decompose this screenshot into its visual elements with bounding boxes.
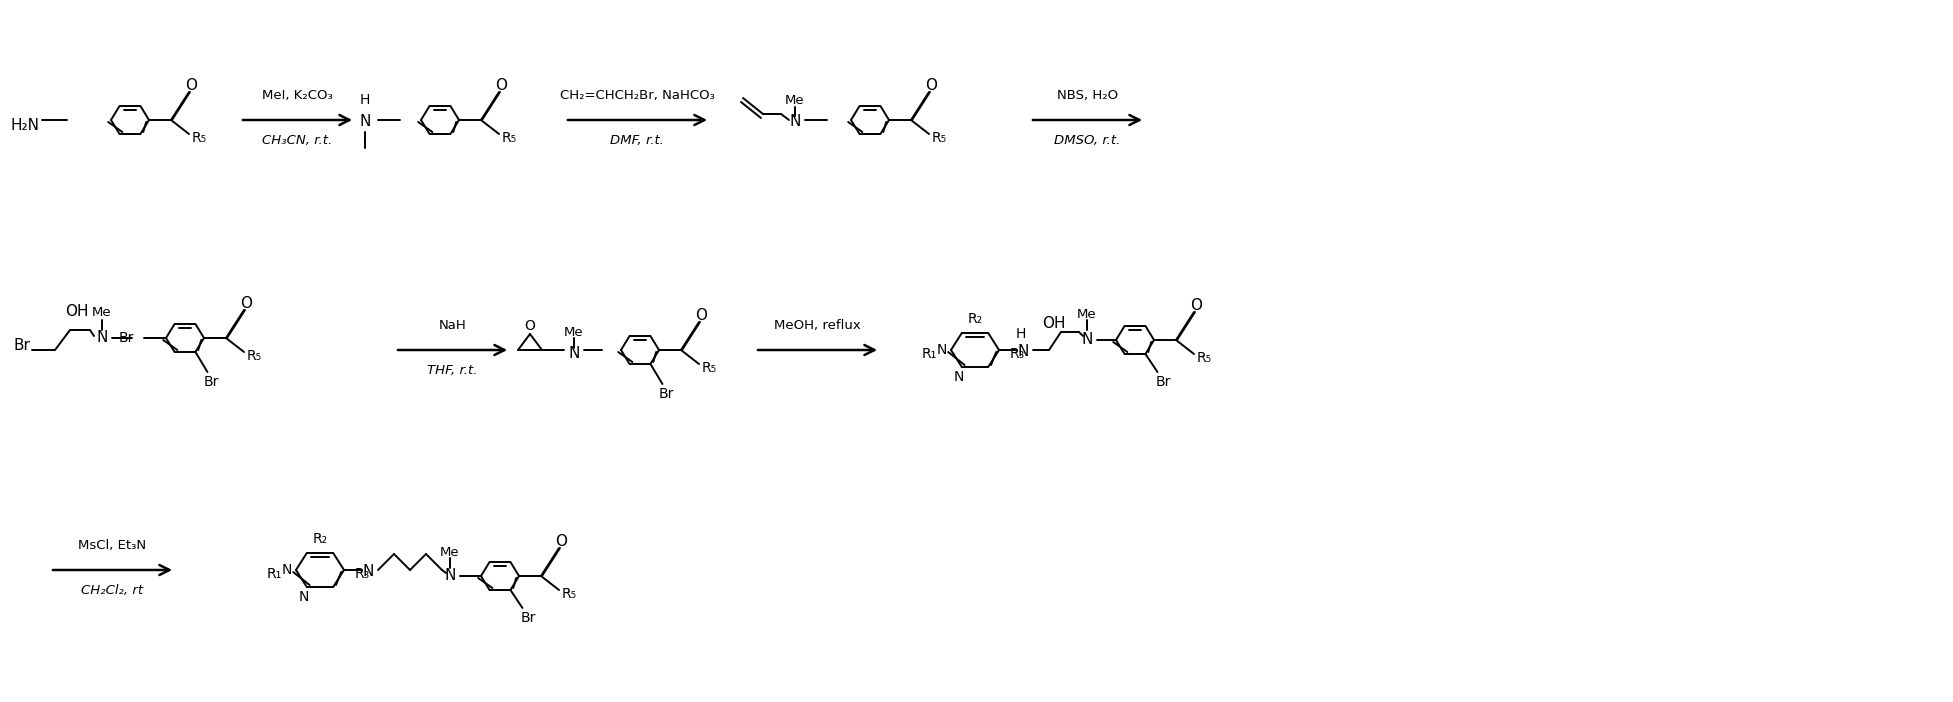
- Text: Br: Br: [521, 611, 537, 625]
- Text: N: N: [937, 343, 947, 357]
- Text: Me: Me: [92, 305, 111, 319]
- Text: R₂: R₂: [312, 532, 328, 546]
- Text: O: O: [1189, 298, 1201, 314]
- Text: CH₂Cl₂, rt: CH₂Cl₂, rt: [82, 584, 145, 597]
- Text: MeI, K₂CO₃: MeI, K₂CO₃: [262, 89, 332, 102]
- Text: R₅: R₅: [502, 131, 516, 145]
- Text: O: O: [525, 319, 535, 333]
- Text: N: N: [96, 331, 107, 345]
- Text: Br: Br: [14, 338, 29, 352]
- Text: O: O: [695, 308, 707, 324]
- Text: R₅: R₅: [1197, 351, 1211, 365]
- Text: OH: OH: [1043, 317, 1066, 331]
- Text: N: N: [789, 114, 801, 129]
- Text: MeOH, reflux: MeOH, reflux: [773, 319, 861, 332]
- Text: N: N: [359, 114, 371, 129]
- Text: N: N: [1018, 345, 1029, 359]
- Text: Br: Br: [658, 387, 674, 401]
- Text: N: N: [1082, 333, 1092, 347]
- Text: N: N: [299, 590, 309, 604]
- Text: R₅: R₅: [701, 361, 717, 375]
- Text: R₃: R₃: [1010, 347, 1025, 361]
- Text: NaH: NaH: [439, 319, 467, 332]
- Text: O: O: [926, 79, 937, 93]
- Text: H₂N: H₂N: [12, 117, 39, 133]
- Text: THF, r.t.: THF, r.t.: [428, 364, 478, 377]
- Text: DMSO, r.t.: DMSO, r.t.: [1055, 134, 1121, 147]
- Text: MsCl, Et₃N: MsCl, Et₃N: [78, 539, 146, 552]
- Text: R₅: R₅: [191, 131, 207, 145]
- Text: R₅: R₅: [561, 587, 576, 601]
- Text: OH: OH: [64, 305, 88, 319]
- Text: R₁: R₁: [922, 347, 937, 361]
- Text: R₅: R₅: [246, 349, 262, 363]
- Text: N: N: [363, 564, 373, 579]
- Text: O: O: [186, 79, 197, 93]
- Text: Me: Me: [439, 545, 459, 559]
- Text: NBS, H₂O: NBS, H₂O: [1057, 89, 1117, 102]
- Text: R₃: R₃: [353, 567, 369, 581]
- Text: N: N: [568, 347, 580, 362]
- Text: CH₂=CHCH₂Br, NaHCO₃: CH₂=CHCH₂Br, NaHCO₃: [561, 89, 715, 102]
- Text: O: O: [555, 534, 566, 550]
- Text: N: N: [445, 569, 455, 583]
- Text: Me: Me: [785, 93, 805, 107]
- Text: Me: Me: [1078, 307, 1098, 321]
- Text: Br: Br: [203, 375, 219, 389]
- Text: N: N: [953, 370, 965, 384]
- Text: DMF, r.t.: DMF, r.t.: [611, 134, 664, 147]
- Text: Br: Br: [1156, 375, 1172, 389]
- Text: Me: Me: [564, 326, 584, 338]
- Text: CH₃CN, r.t.: CH₃CN, r.t.: [262, 134, 332, 147]
- Text: N: N: [281, 563, 293, 577]
- Text: R₁: R₁: [266, 567, 281, 581]
- Text: O: O: [494, 79, 508, 93]
- Text: O: O: [240, 296, 252, 312]
- Text: H: H: [1016, 327, 1025, 341]
- Text: R₅: R₅: [932, 131, 947, 145]
- Text: R₂: R₂: [967, 312, 982, 326]
- Text: H: H: [359, 93, 371, 107]
- Text: Br: Br: [119, 331, 135, 345]
